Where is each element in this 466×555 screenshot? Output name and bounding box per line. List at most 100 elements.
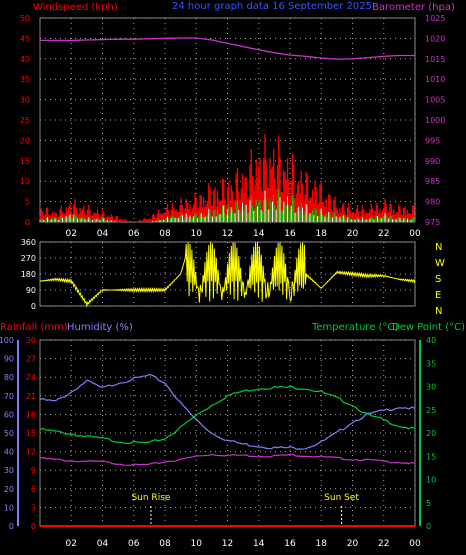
rainfall-y-tick: 18	[26, 410, 36, 419]
wind-y-tick: 35	[20, 75, 30, 84]
temperature-y-tick: 10	[426, 476, 436, 485]
humidity-y-tick: 90	[4, 355, 14, 364]
rainfall-y-tick: 12	[26, 448, 36, 457]
humidity-y-tick: 80	[4, 373, 14, 382]
x-tick-label-top: 16	[284, 229, 296, 239]
x-tick-label-bottom: 04	[97, 539, 109, 549]
temperature-y-tick: 35	[426, 359, 436, 368]
compass-s: S	[435, 274, 441, 285]
humidity-label: Humidity (%)	[67, 322, 133, 333]
wind-y-tick: 45	[20, 34, 30, 43]
rainfall-y-tick: 9	[31, 466, 36, 475]
humidity-y-tick: 60	[4, 410, 14, 419]
x-tick-label-top: 04	[97, 229, 109, 239]
x-tick-label-bottom: 14	[253, 539, 265, 549]
rainfall-y-tick: 3	[31, 503, 36, 512]
rainfall-y-tick: 6	[31, 485, 36, 494]
x-tick-label-bottom: 00	[409, 539, 421, 549]
direction-y-tick: 180	[21, 270, 36, 279]
barometer-y-tick: 1015	[425, 55, 445, 64]
temperature-y-tick: 25	[426, 406, 436, 415]
direction-y-tick: 360	[21, 238, 36, 247]
x-tick-label-top: 06	[128, 229, 140, 239]
wind-y-tick: 50	[20, 14, 30, 23]
humidity-y-tick: 70	[4, 392, 14, 401]
temperature-y-tick: 30	[426, 383, 436, 392]
humidity-y-tick: 50	[4, 429, 14, 438]
wind-y-tick: 15	[20, 157, 30, 166]
wind-y-tick: 40	[20, 55, 30, 64]
barometer-title: Barometer (hpa)	[372, 2, 455, 13]
barometer-y-tick: 995	[425, 136, 440, 145]
compass-n-bottom: N	[435, 306, 442, 317]
barometer-y-tick: 1020	[425, 34, 445, 43]
barometer-y-tick: 1000	[425, 116, 445, 125]
barometer-y-tick: 1025	[425, 14, 445, 23]
rainfall-y-tick: 30	[26, 336, 36, 345]
rainfall-y-tick: 24	[26, 373, 36, 382]
x-tick-label-bottom: 02	[66, 539, 77, 549]
x-tick-label-top: 12	[222, 229, 233, 239]
direction-y-tick: 270	[21, 254, 36, 263]
humidity-y-tick: 10	[4, 503, 14, 512]
x-tick-label-top: 00	[409, 229, 421, 239]
barometer-line	[40, 37, 415, 60]
dewpoint-line	[39, 453, 416, 466]
chart-marks	[17, 37, 421, 527]
temperature-y-tick: 20	[426, 429, 436, 438]
rainfall-y-tick: 15	[26, 429, 36, 438]
wind-y-tick: 0	[25, 218, 30, 227]
barometer-y-tick: 985	[425, 177, 440, 186]
chart-title: 24 hour graph data 16 September 2025	[172, 1, 372, 12]
temperature-line	[39, 385, 416, 445]
x-tick-label-top: 08	[159, 229, 171, 239]
humidity-y-tick: 20	[4, 485, 14, 494]
direction-y-tick: 0	[31, 302, 36, 311]
wind-title: Windspeed (kph)	[33, 2, 118, 13]
temperature-label: Temperature (°C)	[311, 322, 398, 333]
barometer-y-tick: 990	[425, 157, 440, 166]
rainfall-y-tick: 21	[26, 392, 36, 401]
x-tick-label-top: 22	[378, 229, 389, 239]
wind-direction-line	[39, 241, 416, 308]
x-tick-label-top: 14	[253, 229, 265, 239]
sunrise-label: Sun Rise	[131, 493, 170, 503]
wind-y-tick: 5	[25, 198, 30, 207]
wind-y-tick: 30	[20, 96, 30, 105]
x-tick-label-bottom: 18	[316, 539, 328, 549]
wind-y-tick: 20	[20, 136, 30, 145]
x-tick-label-top: 18	[316, 229, 328, 239]
x-tick-label-top: 02	[66, 229, 77, 239]
humidity-y-tick: 30	[4, 466, 14, 475]
wind-y-tick: 10	[20, 177, 30, 186]
x-tick-label-bottom: 10	[191, 539, 203, 549]
wind-y-tick: 25	[20, 116, 30, 125]
x-tick-label-top: 20	[347, 229, 359, 239]
humidity-y-tick: 100	[0, 336, 14, 345]
x-tick-label-bottom: 08	[159, 539, 171, 549]
direction-y-tick: 90	[26, 286, 36, 295]
sunset-label: Sun Set	[324, 493, 359, 503]
x-tick-label-top: 10	[191, 229, 203, 239]
dewpoint-label: Dew Point (°C)	[392, 322, 465, 333]
temperature-y-tick: 40	[426, 336, 436, 345]
compass-w: W	[435, 258, 445, 269]
compass-n-top: N	[435, 242, 442, 253]
humidity-line	[39, 373, 416, 450]
temperature-y-tick: 5	[426, 499, 431, 508]
tick-labels: 0202040406060808101012121414161618182020…	[0, 14, 445, 549]
x-tick-label-bottom: 22	[378, 539, 389, 549]
x-tick-label-bottom: 06	[128, 539, 140, 549]
x-tick-label-bottom: 16	[284, 539, 296, 549]
x-tick-label-bottom: 12	[222, 539, 233, 549]
barometer-y-tick: 980	[425, 198, 440, 207]
rainfall-label: Rainfall (mm)	[0, 322, 68, 333]
rainfall-y-tick: 0	[31, 522, 36, 531]
barometer-y-tick: 1010	[425, 75, 445, 84]
humidity-y-tick: 40	[4, 448, 14, 457]
x-tick-label-bottom: 20	[347, 539, 359, 549]
temperature-y-tick: 15	[426, 452, 436, 461]
temperature-y-tick: 0	[426, 522, 431, 531]
barometer-y-tick: 1005	[425, 96, 445, 105]
